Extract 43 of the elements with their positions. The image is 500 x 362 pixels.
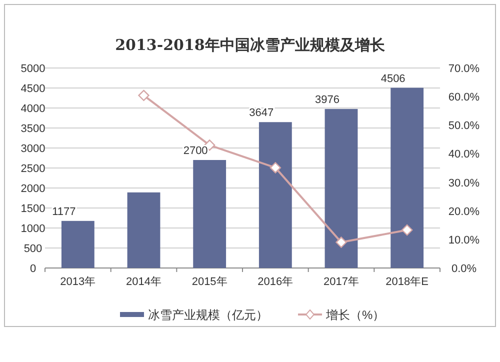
chart-title: 2013-2018年中国冰雪产业规模及增长 xyxy=(115,36,386,54)
data-label: 1177 xyxy=(52,206,76,218)
y2-tick-label: 10.0% xyxy=(448,234,480,246)
y-tick-label: 0 xyxy=(30,263,36,275)
y-tick-label: 2000 xyxy=(20,183,46,195)
y-tick-label: 1500 xyxy=(20,203,46,215)
y-tick-label: 3000 xyxy=(20,143,46,155)
y2-tick-label: 20.0% xyxy=(448,206,480,218)
y2-tick-label: 60.0% xyxy=(448,92,480,104)
x-tick-label: 2015年 xyxy=(192,276,228,288)
y-tick-label: 1000 xyxy=(20,223,46,235)
point xyxy=(336,236,347,248)
y2-tick-label: 50.0% xyxy=(448,120,480,132)
legend-label: 冰雪产业规模（亿元） xyxy=(148,308,268,322)
x-tick-label: 2016年 xyxy=(258,276,294,288)
data-label: 4506 xyxy=(380,72,406,85)
x-tick-label: 2017年 xyxy=(324,276,359,288)
bar xyxy=(193,160,226,268)
y-tick-label: 2500 xyxy=(20,163,46,175)
y2-tick-label: 40.0% xyxy=(448,148,480,161)
y-tick-label: 500 xyxy=(24,243,42,255)
y-tick-label: 4000 xyxy=(20,103,46,115)
bar xyxy=(127,192,160,268)
x-tick-label: 2014年 xyxy=(126,276,162,288)
y2-tick-label: 30.0% xyxy=(448,177,480,190)
bar xyxy=(390,88,424,268)
x-tick-label: 2013年 xyxy=(60,276,96,288)
y2-tick-label: 0.0% xyxy=(451,263,477,275)
bar xyxy=(324,108,358,268)
legend-label: 增长（%） xyxy=(325,308,385,322)
y-tick-label: 5000 xyxy=(20,63,46,75)
point xyxy=(270,162,282,174)
y2-tick-label: 70.0% xyxy=(448,63,480,75)
data-label: 3647 xyxy=(249,107,274,120)
bar xyxy=(61,220,94,268)
y-tick-label: 3500 xyxy=(20,123,46,135)
y-tick-label: 4500 xyxy=(20,83,46,95)
point xyxy=(401,224,413,236)
x-tick-label: 2018年E xyxy=(386,276,428,288)
data-label: 2700 xyxy=(183,145,208,157)
point xyxy=(138,90,150,102)
data-label: 3976 xyxy=(315,94,340,106)
bar xyxy=(258,122,292,268)
